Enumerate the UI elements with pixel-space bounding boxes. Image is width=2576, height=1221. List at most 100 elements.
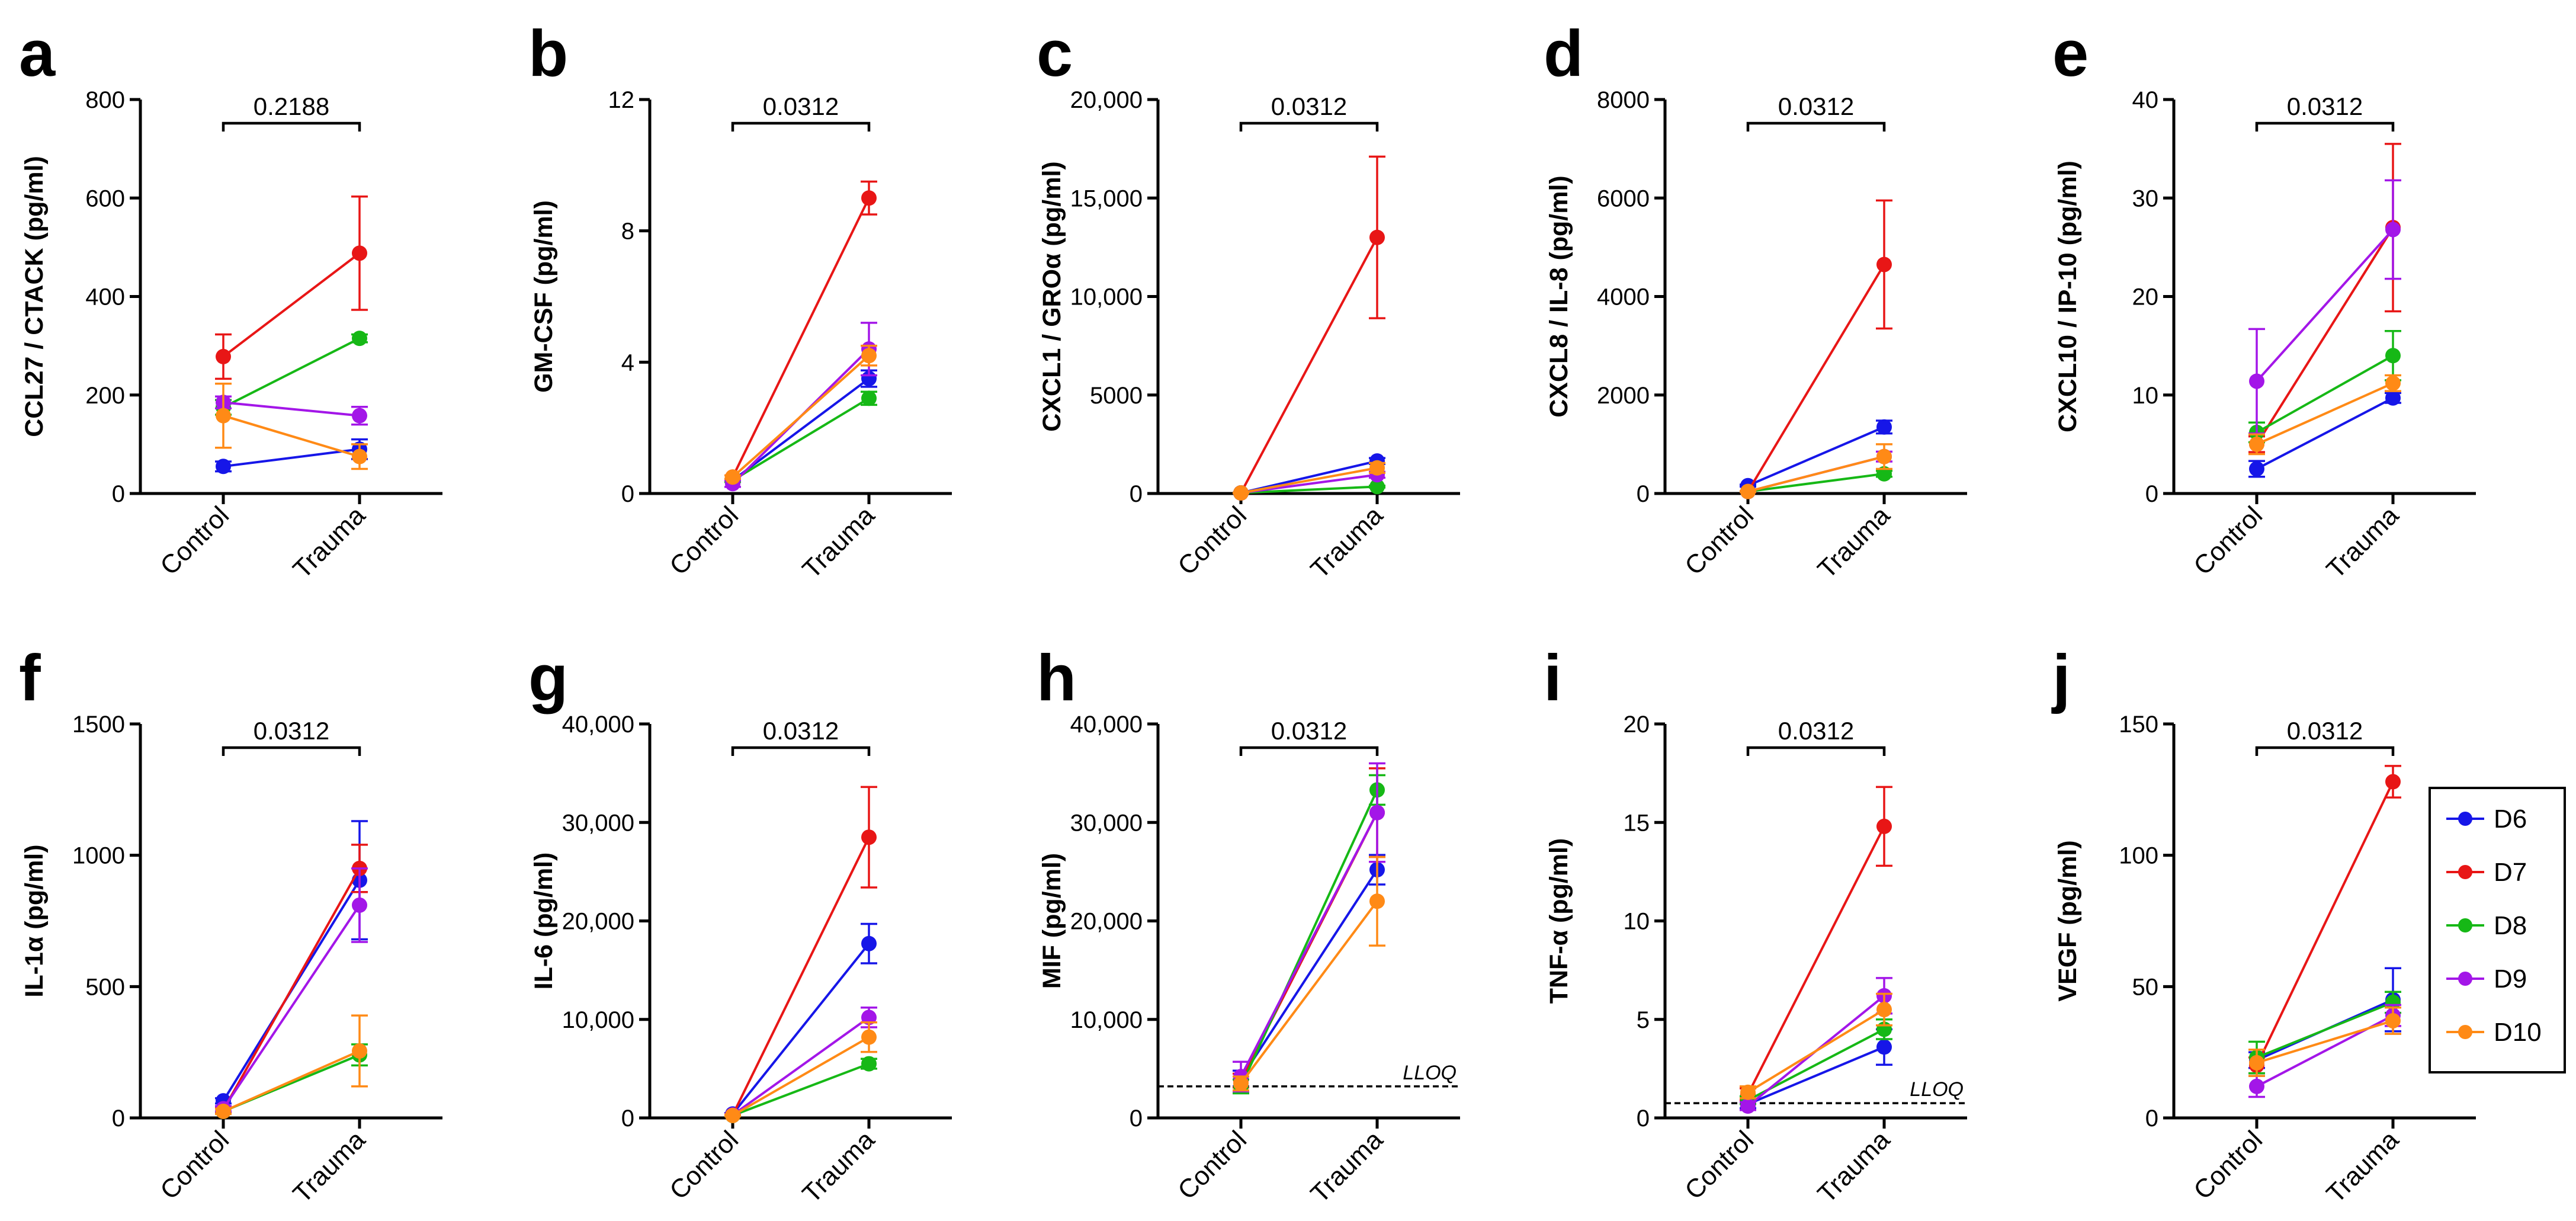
y-tick-label: 20,000: [1070, 909, 1143, 935]
panel-letter: c: [1037, 17, 1073, 90]
series-line: [2256, 227, 2394, 445]
data-point: [1876, 818, 1892, 834]
series-line: [1747, 455, 1885, 493]
series-line: [732, 943, 870, 1115]
series-line: [732, 397, 870, 482]
data-point: [861, 1056, 877, 1072]
data-point: [216, 459, 231, 475]
legend-label: D10: [2494, 1018, 2542, 1047]
y-tick-label: 40,000: [1070, 712, 1143, 738]
series-D9: [1233, 467, 1385, 501]
data-point: [1740, 1084, 1756, 1100]
series-D7: [1233, 767, 1385, 1089]
y-tick-label: 0: [1130, 481, 1143, 507]
significance-bracket: [1239, 746, 1379, 756]
y-tick-label: 0: [621, 481, 634, 507]
y-tick-label: 800: [85, 87, 125, 113]
p-value: 0.0312: [2287, 92, 2363, 120]
series-D10: [215, 1014, 368, 1119]
p-value: 0.0312: [1778, 92, 1854, 120]
y-tick-label: 40: [2132, 87, 2159, 113]
y-axis-label: CXCL8 / IL-8 (pg/ml): [1545, 175, 1573, 418]
series-line: [732, 197, 870, 478]
data-point: [352, 245, 367, 261]
series-D10: [724, 344, 877, 485]
x-tick-label: Control: [155, 501, 235, 581]
series-line: [223, 401, 360, 417]
y-tick-label: 15: [1624, 810, 1650, 836]
series-D7: [215, 196, 368, 380]
data-point: [1876, 257, 1892, 273]
data-point: [1876, 466, 1892, 482]
series-line: [2256, 354, 2394, 434]
significance-bracket: [731, 746, 871, 756]
y-tick-label: 0: [2145, 481, 2158, 507]
y-axis-label: VEGF (pg/ml): [2054, 840, 2082, 1001]
y-tick-label: 10,000: [562, 1007, 634, 1033]
data-point: [1876, 1039, 1892, 1055]
significance-bracket: [222, 121, 361, 132]
legend-label: D6: [2494, 805, 2527, 834]
y-tick-label: 100: [2119, 843, 2158, 869]
y-tick-label: 0: [2145, 1105, 2158, 1132]
y-tick-label: 2000: [1597, 383, 1650, 409]
y-tick-label: 200: [85, 383, 125, 409]
data-point: [2249, 373, 2264, 389]
panel-letter: f: [19, 642, 41, 714]
panel-letter: d: [1544, 17, 1583, 90]
panel-letter: g: [528, 642, 568, 714]
y-axis-label: MIF (pg/ml): [1038, 853, 1066, 989]
y-axis-label: GM-CSF (pg/ml): [530, 200, 558, 393]
series-D8: [724, 390, 877, 488]
y-axis-label: CXCL1 / GROα (pg/ml): [1038, 161, 1066, 431]
y-tick-label: 0: [112, 1105, 125, 1132]
data-point: [2385, 222, 2401, 238]
data-point: [2385, 375, 2401, 391]
y-tick-label: 12: [608, 87, 635, 113]
data-point: [1369, 460, 1385, 476]
x-tick-label: Control: [1172, 501, 1252, 581]
y-tick-label: 10: [2132, 383, 2159, 409]
significance-bracket: [222, 746, 361, 756]
panel-letter: a: [19, 17, 56, 90]
data-point: [352, 1043, 367, 1059]
legend-item-D8: D8: [2446, 911, 2527, 940]
series-line: [1240, 236, 1378, 493]
series-D9: [1740, 977, 1892, 1114]
series-D7: [1740, 199, 1892, 499]
significance-bracket: [2255, 121, 2395, 132]
series-line: [2256, 229, 2394, 382]
y-tick-label: 0: [1637, 1105, 1650, 1132]
legend-item-D7: D7: [2446, 858, 2527, 887]
y-axis-label: IL-1α (pg/ml): [20, 844, 49, 997]
legend-marker: [2458, 1025, 2472, 1039]
series-line: [1240, 789, 1378, 1087]
data-point: [1233, 485, 1249, 501]
y-tick-label: 20: [1624, 712, 1650, 738]
y-tick-label: 20,000: [1070, 87, 1143, 113]
series-line: [732, 1016, 870, 1116]
data-point: [352, 897, 367, 913]
series-D9: [2248, 179, 2401, 435]
x-tick-label: Control: [1679, 1125, 1759, 1205]
data-point: [861, 935, 877, 951]
series-D10: [2248, 1007, 2401, 1077]
data-point: [216, 1103, 231, 1119]
data-point: [2385, 1012, 2401, 1028]
y-tick-label: 1500: [72, 712, 125, 738]
series-line: [1747, 1008, 1885, 1094]
x-tick-label: Control: [1172, 1125, 1252, 1205]
y-tick-label: 10,000: [1070, 1007, 1143, 1033]
p-value: 0.0312: [1778, 717, 1854, 745]
x-tick-label: Control: [2188, 1125, 2268, 1205]
data-point: [2385, 348, 2401, 364]
y-tick-label: 0: [1130, 1105, 1143, 1132]
y-tick-label: 8: [621, 219, 634, 245]
legend-label: D8: [2494, 911, 2527, 940]
series-D6: [215, 438, 368, 475]
p-value: 0.2188: [254, 92, 329, 120]
data-point: [861, 190, 877, 206]
p-value: 0.0312: [2287, 717, 2363, 745]
